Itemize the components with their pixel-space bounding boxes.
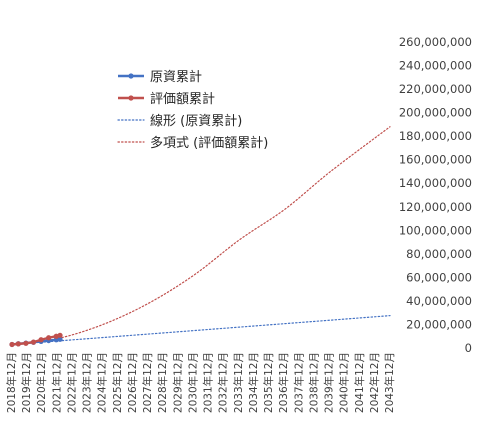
series-marker — [30, 339, 37, 345]
x-tick-label: 2021年12月 — [50, 352, 63, 413]
series-marker — [38, 337, 44, 343]
x-tick-label: 2041年12月 — [353, 352, 366, 413]
x-tick-label: 2035年12月 — [262, 352, 275, 413]
x-tick-label: 2028年12月 — [156, 352, 169, 413]
x-tick-label: 2027年12月 — [141, 352, 154, 413]
x-tick-label: 2040年12月 — [338, 352, 351, 413]
x-tick-label: 2026年12月 — [126, 352, 139, 413]
legend-marker — [128, 73, 134, 79]
legend-label: 多項式 (評価額累計) — [150, 135, 268, 151]
series-marker — [57, 336, 63, 342]
series-marker — [57, 332, 63, 338]
x-tick-label: 2043年12月 — [383, 352, 396, 413]
x-tick-label: 2023年12月 — [81, 352, 94, 413]
x-tick-label: 2042年12月 — [368, 352, 381, 413]
trendline-2 — [11, 315, 391, 346]
y-tick-label: 0 — [465, 341, 472, 355]
y-tick-label: 260,000,000 — [399, 35, 472, 49]
legend-label: 線形 (原資累計) — [150, 113, 242, 129]
y-tick-label: 180,000,000 — [399, 129, 472, 143]
y-tick-label: 220,000,000 — [399, 82, 472, 96]
y-tick-label: 160,000,000 — [399, 153, 472, 167]
x-tick-label: 2032年12月 — [217, 352, 230, 413]
x-tick-label: 2038年12月 — [307, 352, 320, 413]
series-marker — [15, 341, 21, 347]
x-tick-label: 2029年12月 — [171, 352, 184, 413]
x-tick-label: 2034年12月 — [247, 352, 260, 413]
y-tick-label: 20,000,000 — [406, 317, 472, 331]
x-tick-label: 2018年12月 — [5, 352, 18, 413]
x-tick-label: 2025年12月 — [111, 352, 124, 413]
y-tick-label: 200,000,000 — [399, 106, 472, 120]
y-tick-label: 100,000,000 — [399, 223, 472, 237]
y-tick-label: 80,000,000 — [406, 247, 472, 261]
x-tick-label: 2039年12月 — [323, 352, 336, 413]
y-tick-label: 140,000,000 — [399, 176, 472, 190]
legend-label: 評価額累計 — [150, 91, 215, 107]
legend-marker — [128, 95, 134, 101]
x-tick-label: 2031年12月 — [202, 352, 215, 413]
x-tick-label: 2019年12月 — [20, 352, 33, 413]
x-tick-label: 2033年12月 — [232, 352, 245, 413]
y-tick-label: 60,000,000 — [406, 270, 472, 284]
x-tick-label: 2022年12月 — [66, 352, 79, 413]
x-tick-label: 2020年12月 — [35, 352, 48, 413]
series-marker — [23, 340, 29, 346]
y-tick-label: 240,000,000 — [399, 59, 472, 73]
x-tick-label: 2024年12月 — [96, 352, 109, 413]
y-tick-label: 120,000,000 — [399, 200, 472, 214]
x-tick-label: 2030年12月 — [186, 352, 199, 413]
x-tick-label: 2037年12月 — [292, 352, 305, 413]
y-tick-label: 40,000,000 — [406, 294, 472, 308]
legend-label: 原資累計 — [150, 69, 202, 85]
x-tick-label: 2036年12月 — [277, 352, 290, 413]
series-marker — [46, 335, 52, 341]
series-marker — [9, 341, 15, 348]
trendline-3 — [11, 126, 391, 346]
